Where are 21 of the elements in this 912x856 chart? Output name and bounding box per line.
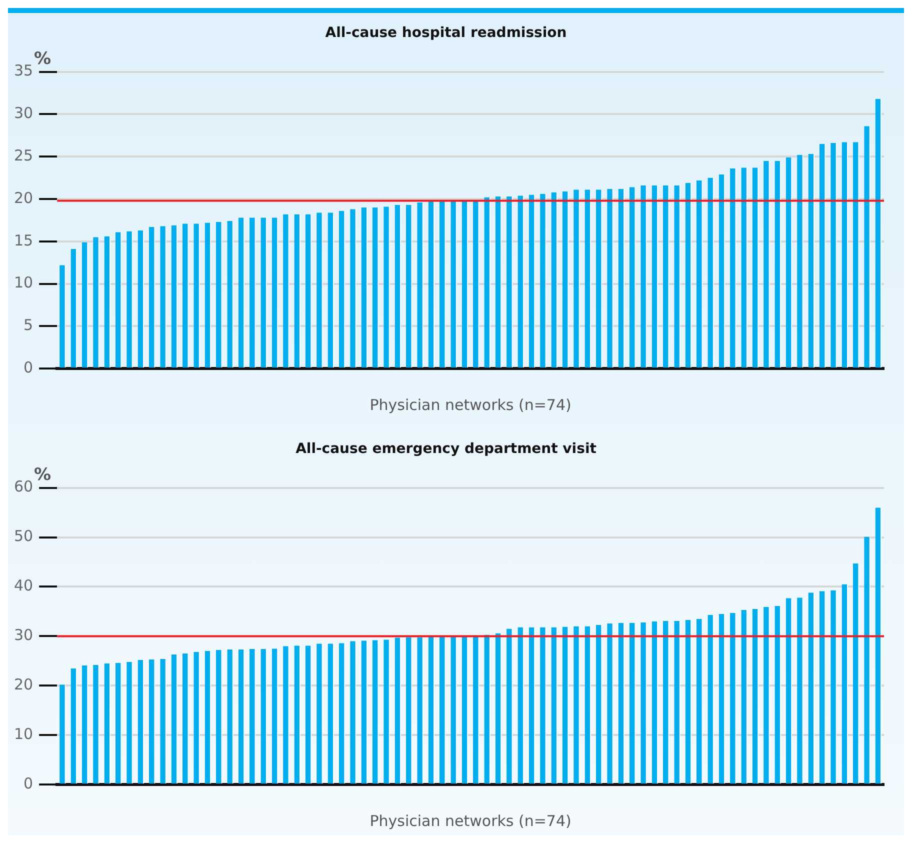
y-tick-label: 0 (24, 358, 34, 376)
y-tick-label: 30 (14, 626, 34, 644)
y-tick-label: 30 (14, 104, 34, 122)
y-axis-title: % (34, 49, 52, 69)
y-tick-label: 10 (14, 725, 34, 744)
y-tick-label: 5 (24, 316, 34, 334)
y-tick-label: 35 (14, 62, 34, 80)
chart-title: All-cause hospital readmission (325, 25, 567, 42)
y-axis-title: % (34, 465, 52, 485)
y-tick-label: 50 (14, 527, 34, 546)
x-axis-title: Physician networks (n=74) (370, 396, 572, 414)
y-tick-label: 20 (14, 188, 34, 207)
y-tick-label: 25 (14, 146, 34, 164)
y-tick-label: 60 (14, 478, 34, 496)
y-tick-label: 20 (14, 676, 34, 694)
x-axis-title: Physician networks (n=74) (370, 812, 572, 830)
y-tick-label: 0 (24, 774, 34, 792)
y-tick-label: 40 (14, 576, 34, 595)
y-tick-label: 15 (14, 231, 34, 250)
chart-title: All-cause emergency department visit (296, 441, 597, 458)
y-tick-label: 10 (14, 274, 34, 292)
